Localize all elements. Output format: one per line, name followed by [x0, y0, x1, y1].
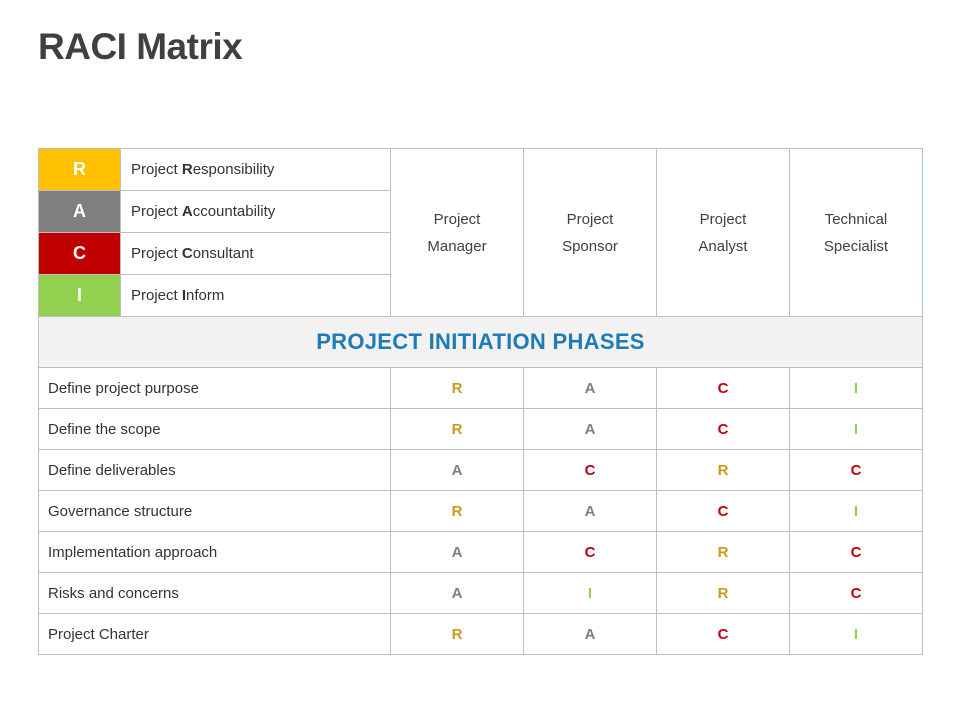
page-title: RACI Matrix	[38, 26, 243, 67]
role-technical-specialist: Technical Specialist	[789, 148, 923, 317]
raci-mark: A	[523, 367, 657, 409]
raci-mark: C	[523, 531, 657, 573]
legend-row-c: C Project Consultant	[38, 232, 923, 275]
raci-mark: R	[390, 367, 524, 409]
task-name: Define the scope	[38, 408, 391, 450]
raci-mark: C	[789, 572, 923, 614]
raci-mark: C	[656, 408, 790, 450]
legend-key-a: A	[38, 190, 121, 233]
task-name: Project Charter	[38, 613, 391, 655]
raci-mark: A	[523, 490, 657, 532]
legend-desc-i: Project Inform	[120, 274, 391, 317]
raci-mark: I	[789, 408, 923, 450]
raci-mark: C	[656, 490, 790, 532]
table-row: Define the scope R A C I	[38, 408, 923, 450]
table-row: Implementation approach A C R C	[38, 531, 923, 573]
raci-mark: R	[656, 449, 790, 491]
role-project-manager: Project Manager	[390, 148, 524, 317]
raci-mark: A	[523, 408, 657, 450]
legend-desc-a: Project Accountability	[120, 190, 391, 233]
raci-mark: A	[390, 449, 524, 491]
raci-mark: R	[656, 531, 790, 573]
raci-mark: C	[656, 613, 790, 655]
raci-mark: A	[390, 531, 524, 573]
table-row: Define project purpose R A C I	[38, 367, 923, 409]
task-name: Implementation approach	[38, 531, 391, 573]
raci-mark: I	[789, 490, 923, 532]
raci-mark: R	[656, 572, 790, 614]
legend-key-r: R	[38, 148, 121, 191]
raci-mark: A	[523, 613, 657, 655]
legend-row-a: A Project Accountability	[38, 190, 923, 233]
raci-mark: A	[390, 572, 524, 614]
raci-mark: R	[390, 408, 524, 450]
raci-mark: C	[789, 449, 923, 491]
legend-key-i: I	[38, 274, 121, 317]
table-row: Governance structure R A C I	[38, 490, 923, 532]
raci-mark: R	[390, 490, 524, 532]
task-name: Define project purpose	[38, 367, 391, 409]
legend-key-c: C	[38, 232, 121, 275]
legend-desc-c: Project Consultant	[120, 232, 391, 275]
task-name: Define deliverables	[38, 449, 391, 491]
raci-table: R Project Responsibility Project Manager …	[38, 148, 923, 655]
raci-mark: I	[789, 367, 923, 409]
task-list: Define project purpose R A C I Define the sco…	[38, 367, 923, 655]
raci-mark: I	[789, 613, 923, 655]
legend-desc-r: Project Responsibility	[120, 148, 391, 191]
raci-mark: C	[656, 367, 790, 409]
table-row: Risks and concerns A I R C	[38, 572, 923, 614]
raci-mark: I	[523, 572, 657, 614]
table-row: Project Charter R A C I	[38, 613, 923, 655]
raci-mark: C	[789, 531, 923, 573]
raci-mark: R	[390, 613, 524, 655]
task-name: Governance structure	[38, 490, 391, 532]
task-name: Risks and concerns	[38, 572, 391, 614]
role-project-sponsor: Project Sponsor	[523, 148, 657, 317]
legend-row-r: R Project Responsibility Project Manager …	[38, 148, 923, 317]
phase-title: PROJECT INITIATION PHASES	[38, 316, 923, 368]
role-project-analyst: Project Analyst	[656, 148, 790, 317]
phase-header-row: PROJECT INITIATION PHASES	[38, 316, 923, 368]
table-row: Define deliverables A C R C	[38, 449, 923, 491]
raci-mark: C	[523, 449, 657, 491]
